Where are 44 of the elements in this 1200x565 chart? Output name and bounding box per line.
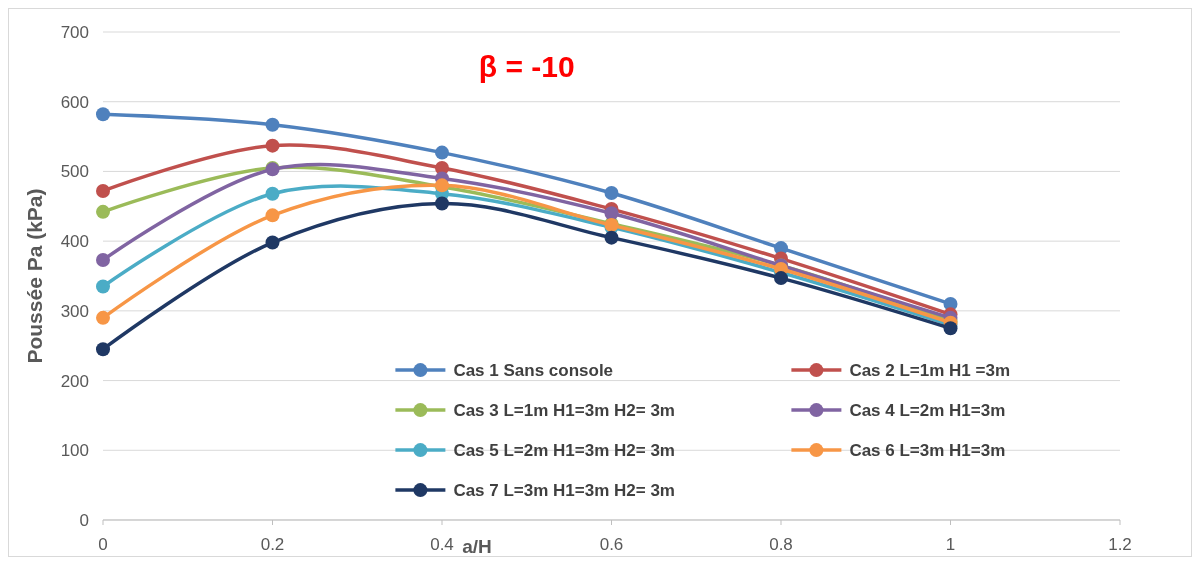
legend-label: Cas 5 L=2m H1=3m H2= 3m	[453, 441, 675, 461]
point	[604, 206, 619, 221]
point	[96, 107, 110, 122]
x-axis-title: a/H	[462, 536, 492, 557]
x-tick-label: 0.6	[599, 535, 624, 554]
point	[604, 186, 619, 201]
y-tick-label: 600	[60, 92, 89, 112]
point	[774, 271, 788, 286]
x-tick-label: 0.8	[769, 535, 793, 554]
x-tick-label: 0.4	[430, 535, 454, 554]
legend-label: Cas 2 L=1m H1 =3m	[849, 361, 1011, 381]
point	[96, 279, 110, 294]
text: β = -10	[478, 50, 575, 83]
legend-label: Cas 6 L=3m H1=3m	[849, 441, 1006, 461]
point	[96, 310, 110, 325]
y-tick-label: 500	[60, 162, 89, 182]
point	[265, 208, 280, 223]
point	[435, 145, 449, 160]
y-tick-label: 300	[60, 301, 89, 321]
point	[265, 235, 280, 250]
point	[96, 204, 110, 219]
point	[604, 230, 619, 245]
y-tick-label: 200	[60, 371, 89, 391]
x-tick-label: 0	[98, 535, 108, 554]
point	[96, 252, 110, 267]
point	[265, 117, 280, 132]
legend-label: Cas 3 L=1m H1=3m H2= 3m	[453, 401, 675, 421]
legend-label: Cas 7 L=3m H1=3m H2= 3m	[453, 481, 675, 501]
y-tick-label: 0	[79, 511, 89, 530]
point	[265, 138, 280, 153]
point	[265, 186, 280, 201]
x-tick-label: 1	[945, 535, 956, 554]
x-tick-label: 1.2	[1108, 535, 1132, 554]
legend-label: Cas 4 L=2m H1=3m	[849, 401, 1006, 421]
point	[96, 342, 110, 357]
x-tick-label: 0.2	[260, 535, 285, 554]
point	[435, 196, 449, 211]
point	[943, 321, 958, 336]
y-tick-label: 700	[60, 23, 89, 42]
legend-label: Cas 1 Sans console	[453, 361, 614, 381]
y-axis-title: Poussée Pa (kPa)	[23, 188, 46, 364]
point	[96, 183, 110, 198]
y-tick-label: 400	[60, 232, 89, 252]
y-tick-label: 100	[60, 441, 89, 461]
